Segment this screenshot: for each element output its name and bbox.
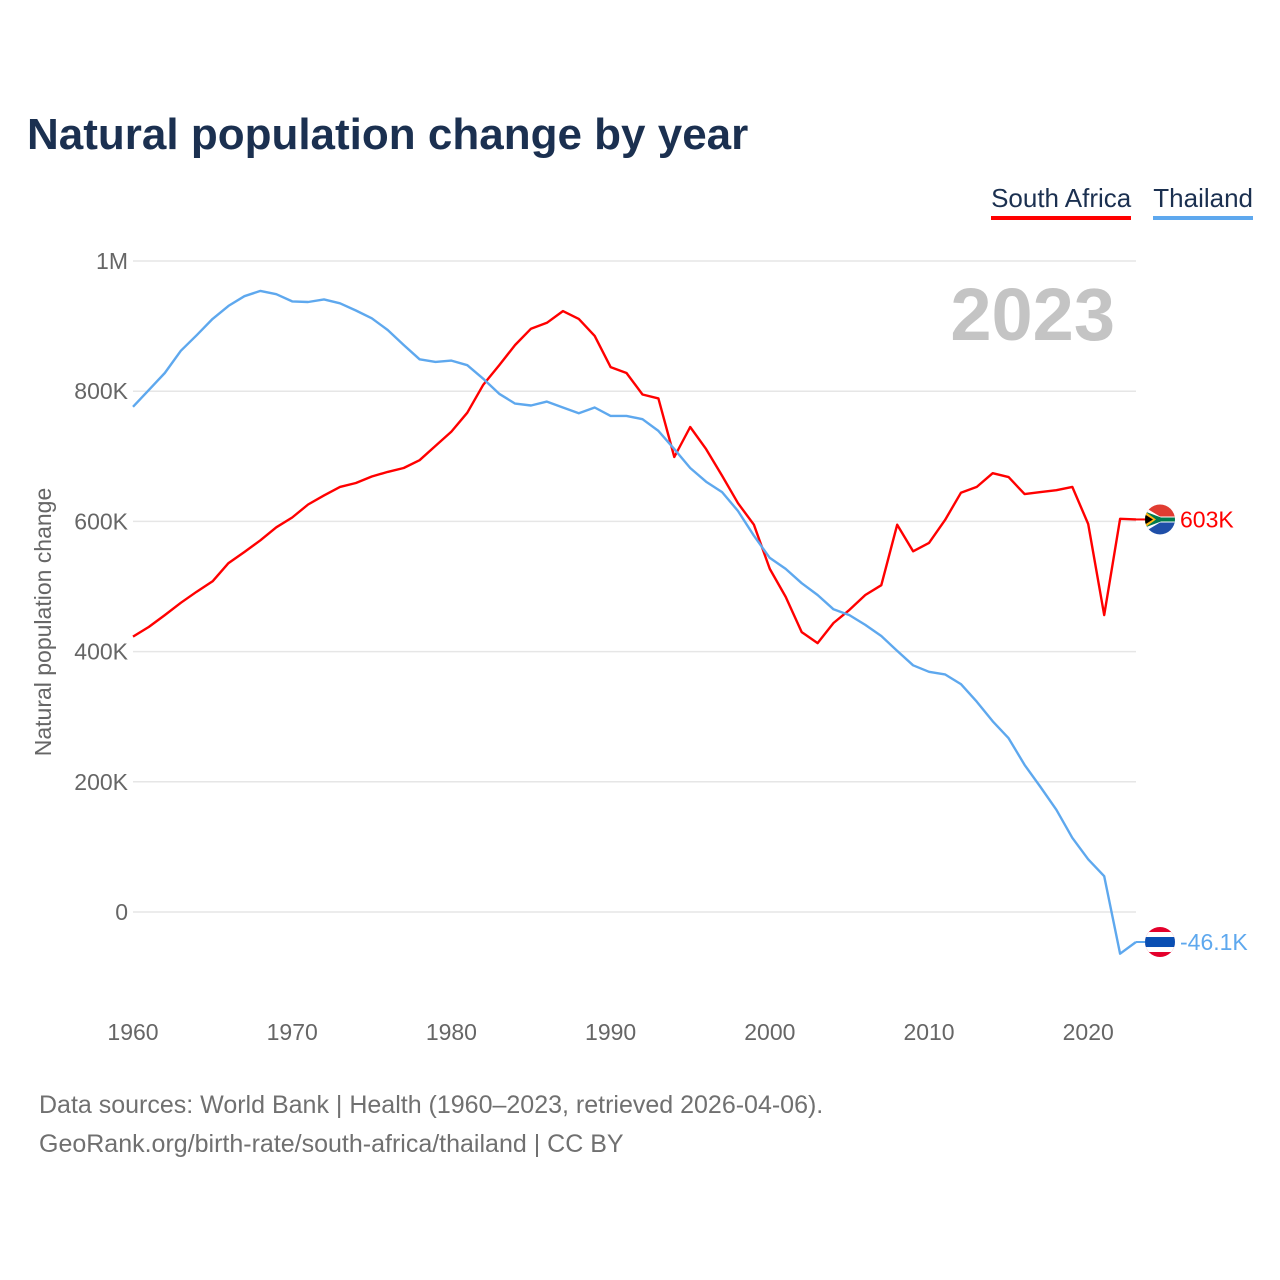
x-tick-label: 2020 [1063,1019,1114,1045]
data-source-text: Data sources: World Bank | Health (1960–… [39,1091,824,1119]
end-value-label: -46.1K [1180,929,1248,955]
footer: Data sources: World Bank | Health (1960–… [39,1086,823,1164]
y-tick-label: 800K [74,378,128,404]
y-axis-label: Natural population change [30,488,56,757]
y-tick-label: 400K [74,639,128,665]
chart-title: Natural population change by year [27,110,749,159]
x-tick-label: 1960 [107,1019,158,1045]
attribution-link[interactable]: GeoRank.org/birth-rate/south-africa/thai… [39,1130,624,1158]
y-tick-label: 0 [115,899,128,925]
end-value-label: 603K [1180,506,1234,532]
y-tick-label: 200K [74,769,128,795]
x-tick-label: 1970 [267,1019,318,1045]
series-line-thailand [132,289,1137,955]
x-tick-label: 1990 [585,1019,636,1045]
x-tick-label: 2000 [744,1019,795,1045]
year-label: 2023 [950,273,1115,356]
x-tick-label: 2010 [903,1019,954,1045]
south-africa-flag-icon [1145,504,1175,535]
y-tick-label: 1M [96,248,128,274]
x-tick-label: 1980 [426,1019,477,1045]
series-line-south-africa [132,309,1137,645]
thailand-flag-icon [1145,927,1175,958]
legend: South Africa Thailand [991,183,1253,220]
legend-item-south-africa[interactable]: South Africa [991,183,1132,220]
legend-item-thailand[interactable]: Thailand [1153,183,1253,220]
y-tick-label: 600K [74,508,128,534]
